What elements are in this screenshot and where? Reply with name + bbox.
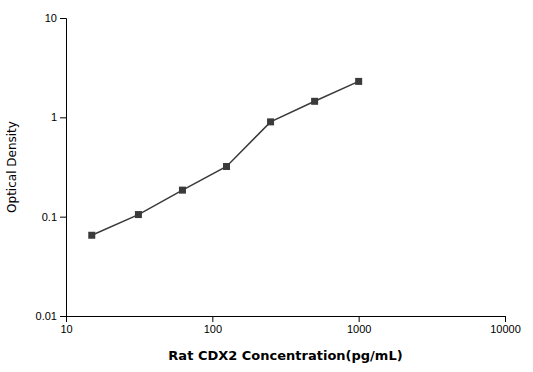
y-axis-line bbox=[60, 19, 67, 317]
marker bbox=[311, 98, 318, 105]
x-tick: 100 bbox=[204, 316, 222, 335]
x-tick: 10000 bbox=[490, 316, 521, 335]
x-tick-mark bbox=[505, 316, 506, 322]
x-tick-label: 10 bbox=[60, 323, 72, 335]
x-tick-label: 1000 bbox=[347, 323, 371, 335]
x-tick-mark bbox=[359, 316, 360, 322]
y-tick-mark bbox=[60, 316, 66, 317]
x-axis-title: Rat CDX2 Concentration(pg/mL) bbox=[168, 348, 402, 363]
marker bbox=[355, 78, 362, 85]
y-tick: 0.1 bbox=[42, 211, 66, 223]
marker bbox=[267, 118, 274, 125]
x-tick: 1000 bbox=[347, 316, 371, 335]
marker bbox=[223, 163, 230, 170]
marks bbox=[88, 78, 362, 239]
x-axis-line bbox=[67, 317, 506, 323]
marker bbox=[179, 187, 186, 194]
x-tick: 10 bbox=[60, 316, 72, 335]
y-tick: 1 bbox=[51, 111, 66, 123]
y-tick-mark bbox=[60, 217, 66, 218]
x-tick-label: 100 bbox=[204, 323, 222, 335]
x-tick-label: 10000 bbox=[490, 323, 521, 335]
y-tick-label: 10 bbox=[45, 12, 57, 24]
y-tick-mark bbox=[60, 18, 66, 19]
y-tick: 0.01 bbox=[36, 310, 66, 322]
line bbox=[92, 81, 359, 235]
plot: 10 100 1000 10000 0.01 0.1 1 10 bbox=[36, 12, 521, 335]
y-tick-label: 0.1 bbox=[42, 211, 57, 223]
chart: 10 100 1000 10000 0.01 0.1 1 10 Rat CDX2 Concent… bbox=[0, 0, 533, 372]
y-axis-title: Optical Density bbox=[5, 121, 19, 213]
marker bbox=[88, 232, 95, 239]
y-axis: 0.01 0.1 1 10 bbox=[36, 12, 67, 322]
y-tick-label: 1 bbox=[51, 111, 57, 123]
x-axis: 10 100 1000 10000 bbox=[60, 316, 520, 335]
y-tick-label: 0.01 bbox=[36, 310, 57, 322]
y-tick-mark bbox=[60, 117, 66, 118]
marker bbox=[135, 211, 142, 218]
y-tick: 10 bbox=[45, 12, 66, 24]
x-tick-mark bbox=[212, 316, 213, 322]
